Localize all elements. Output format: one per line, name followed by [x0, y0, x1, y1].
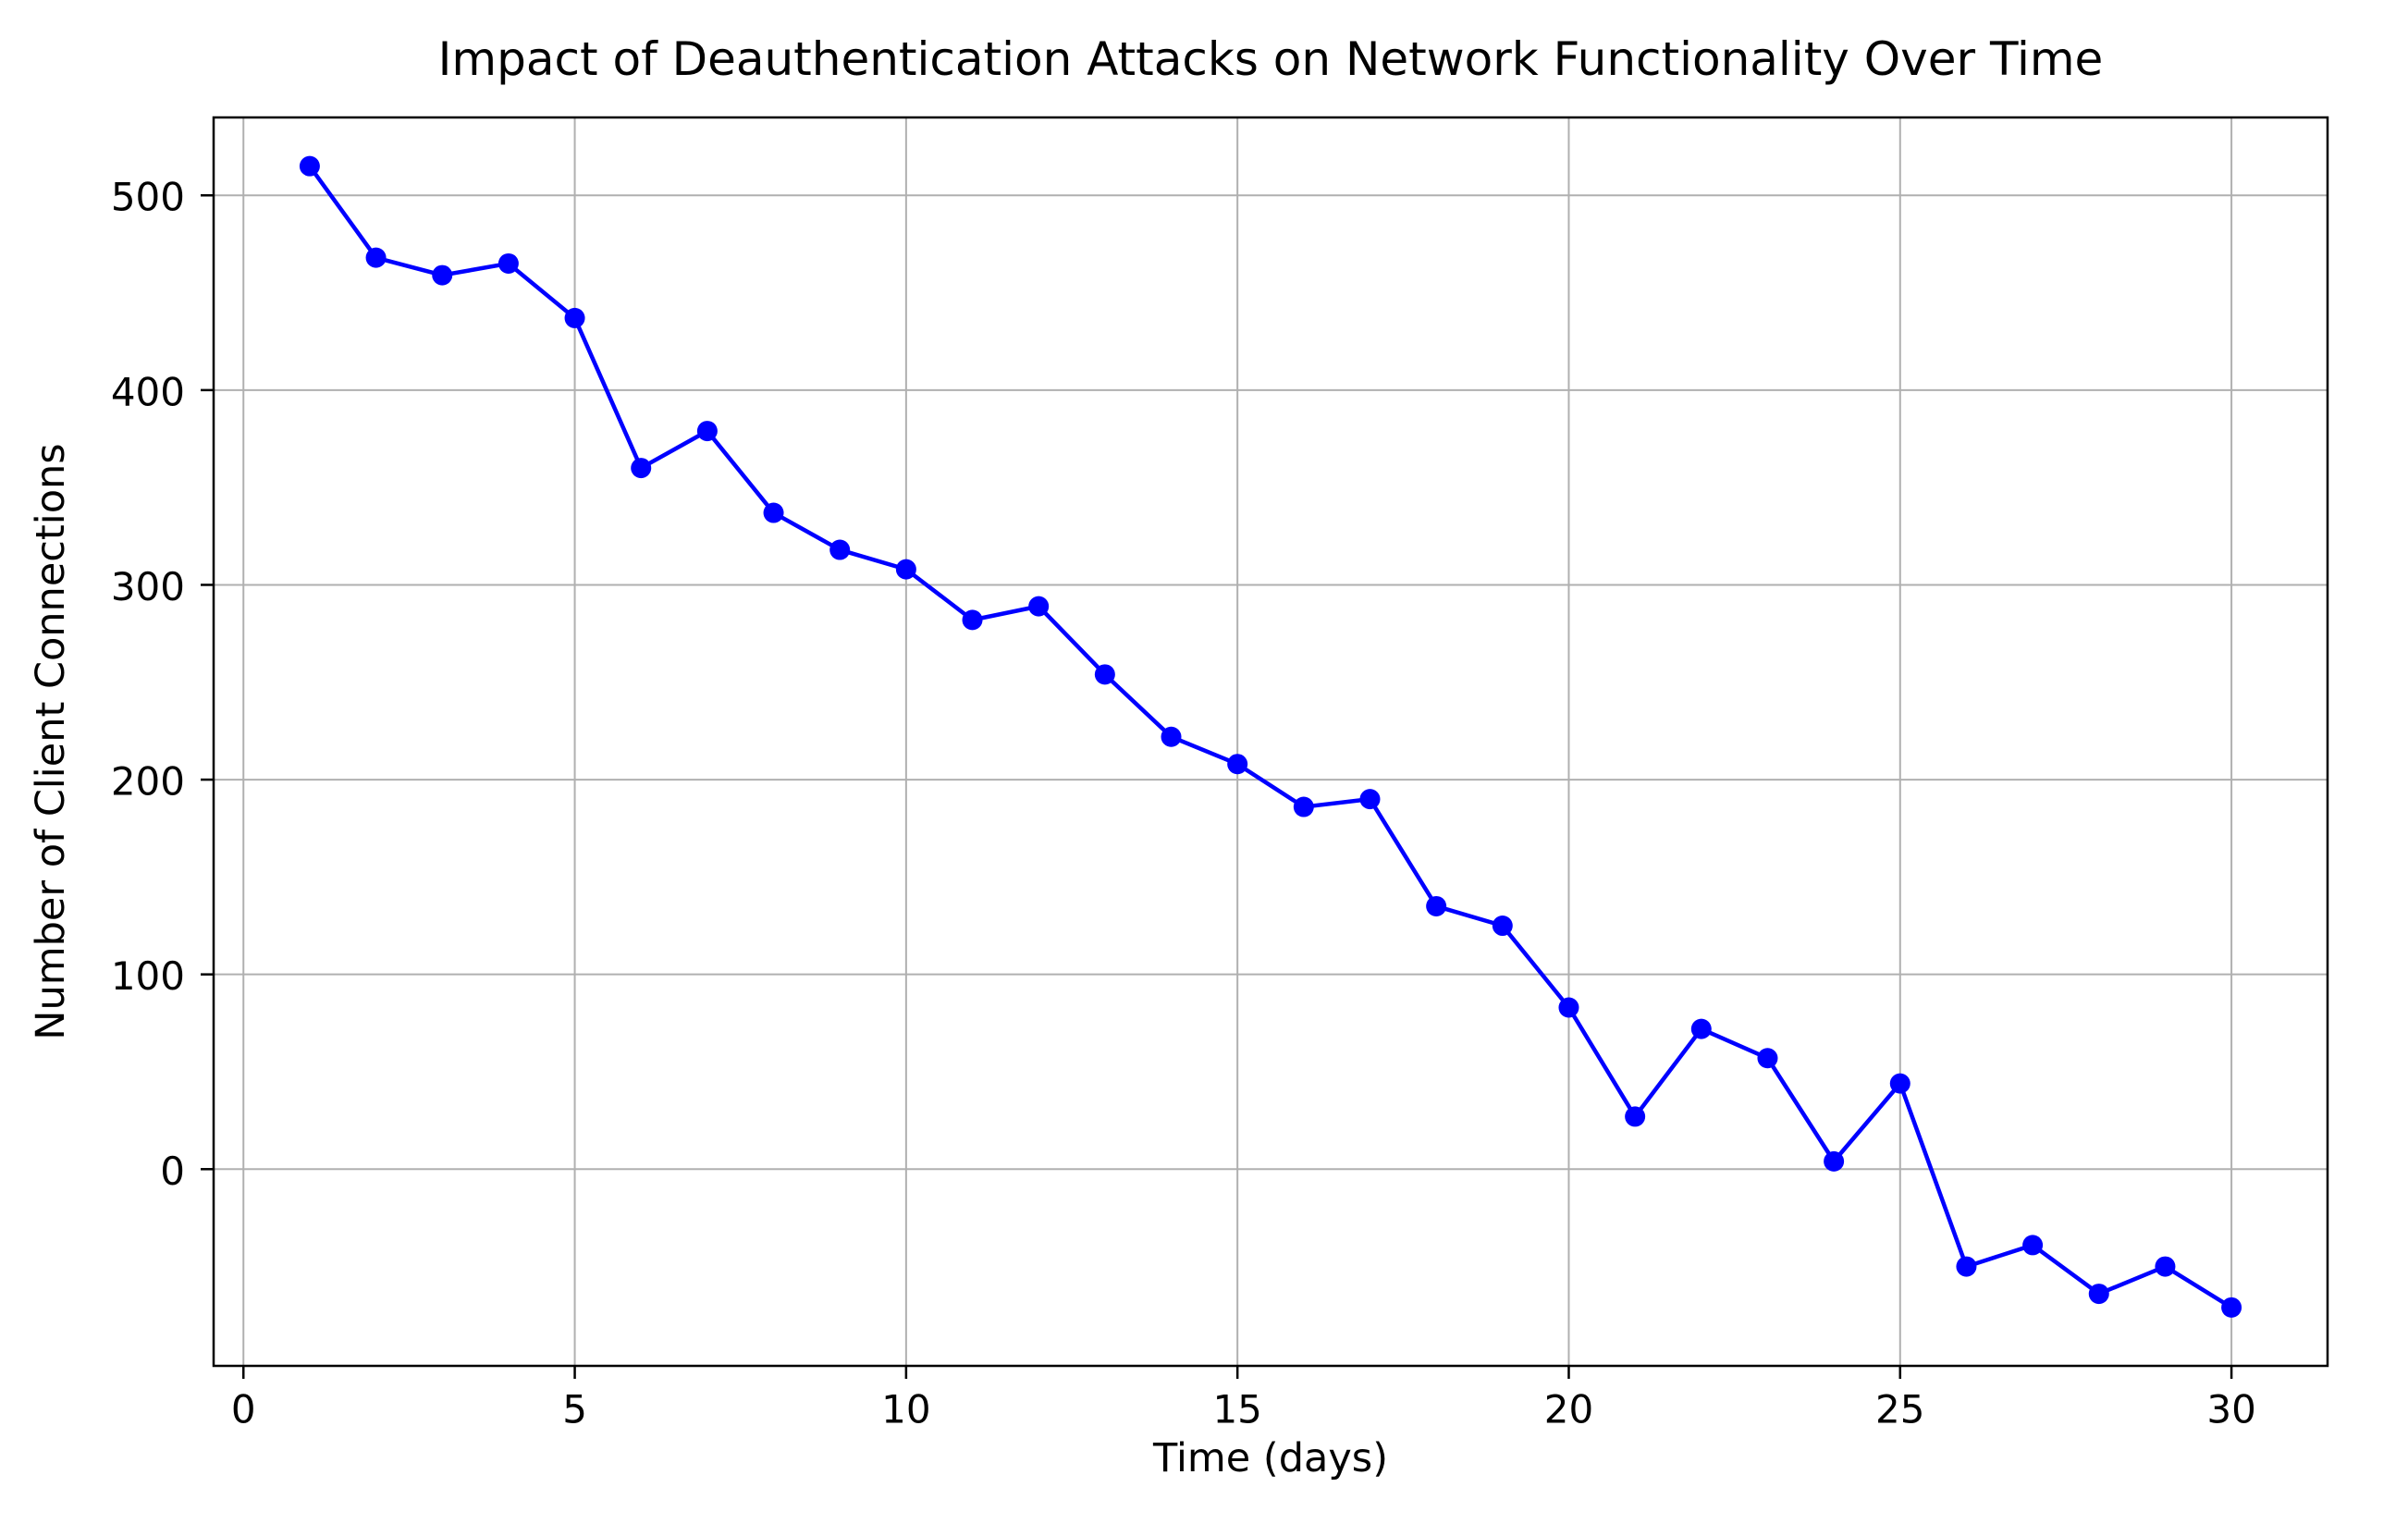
x-tick-label: 5 — [562, 1387, 587, 1432]
data-point-marker — [1227, 754, 1248, 775]
data-point-marker — [631, 458, 652, 479]
data-point-marker — [2221, 1297, 2242, 1318]
y-tick-label: 300 — [111, 564, 185, 609]
data-point-marker — [1094, 664, 1115, 685]
data-point-marker — [696, 421, 718, 442]
data-point-marker — [2022, 1235, 2044, 1256]
data-point-marker — [2155, 1256, 2176, 1277]
x-tick-label: 30 — [2206, 1387, 2255, 1432]
data-point-marker — [1028, 596, 1050, 617]
data-point-marker — [1956, 1256, 1977, 1277]
data-point-marker — [2088, 1284, 2109, 1305]
data-point-marker — [1690, 1018, 1712, 1039]
x-tick-label: 15 — [1212, 1387, 1261, 1432]
data-point-marker — [432, 264, 453, 286]
x-tick-label: 25 — [1875, 1387, 1924, 1432]
x-tick-label: 0 — [231, 1387, 256, 1432]
data-point-marker — [1492, 916, 1513, 937]
data-point-marker — [1889, 1073, 1910, 1094]
y-tick-label: 500 — [111, 175, 185, 220]
y-axis-label: Number of Client Connections — [28, 443, 74, 1040]
x-axis-label: Time (days) — [1153, 1435, 1388, 1481]
data-point-marker — [962, 609, 983, 631]
data-point-marker — [829, 539, 851, 560]
axes-frame — [212, 116, 2329, 1368]
data-point-marker — [1625, 1106, 1646, 1127]
data-point-marker — [763, 502, 784, 523]
data-point-marker — [498, 252, 519, 274]
data-point-marker — [1161, 726, 1182, 747]
data-point-marker — [895, 559, 916, 580]
data-point-marker — [1824, 1150, 1845, 1172]
y-tick-label: 100 — [111, 953, 185, 999]
y-tick-label: 0 — [160, 1149, 185, 1194]
data-line — [307, 164, 2234, 1310]
x-tick-label: 20 — [1544, 1387, 1593, 1432]
data-point-marker — [1757, 1048, 1778, 1069]
data-point-marker — [1359, 789, 1381, 810]
data-point-marker — [564, 307, 585, 328]
y-tick-label: 200 — [111, 759, 185, 805]
data-point-marker — [1426, 895, 1447, 916]
data-point-marker — [299, 155, 320, 177]
data-point-marker — [1293, 796, 1314, 817]
y-tick-label: 400 — [111, 369, 185, 414]
chart-title: Impact of Deauthentication Attacks on Ne… — [437, 32, 2104, 86]
data-point-marker — [1558, 997, 1579, 1018]
data-point-marker — [365, 247, 387, 268]
x-tick-label: 10 — [881, 1387, 930, 1432]
